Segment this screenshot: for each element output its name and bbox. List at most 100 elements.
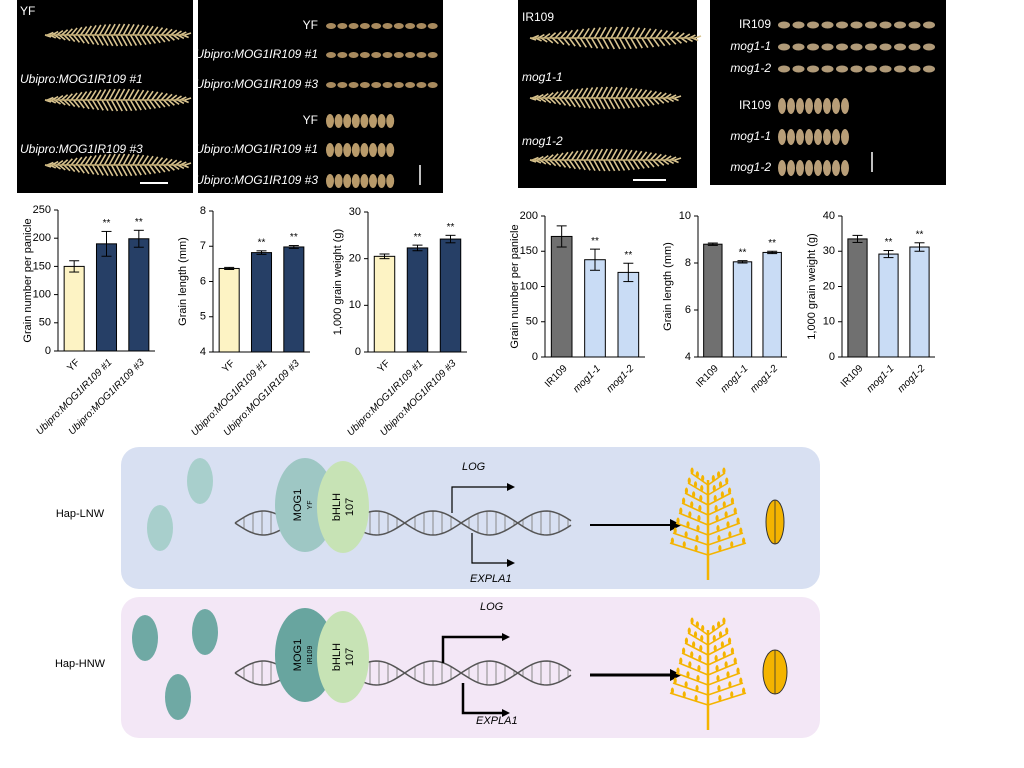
spikelet (580, 87, 589, 99)
grain (908, 43, 921, 51)
spikelet (600, 148, 608, 161)
spikelet (124, 99, 133, 112)
spikelet (699, 645, 703, 652)
photo-label: Ubipro:MOG1IR109 #1 (195, 142, 318, 156)
spikelet (96, 99, 104, 111)
y-tick-label: 10 (349, 299, 361, 311)
grain (778, 21, 790, 29)
grain (326, 82, 336, 88)
y-tick-label: 20 (349, 253, 361, 265)
plant-branch (707, 692, 747, 706)
diagram: Hap-HNW MOG1 IR109 bHLH 107 LOG EXPLA1 (55, 601, 788, 730)
spikelet (151, 156, 159, 166)
plant-branch (690, 622, 709, 636)
y-tick-label: 20 (823, 280, 835, 292)
grain (823, 98, 831, 114)
spikelet (687, 477, 691, 484)
spikelet (551, 153, 559, 161)
significance: ** (916, 229, 924, 240)
grain (778, 65, 790, 73)
grain (787, 129, 795, 145)
spikelet (733, 657, 737, 664)
plant-branch (669, 542, 709, 556)
spikelet (170, 29, 178, 36)
grain (836, 65, 848, 73)
spikelet (98, 154, 107, 166)
plant-branch (707, 632, 729, 646)
y-tick-label: 5 (200, 311, 206, 323)
grain (836, 21, 848, 29)
spikelet (641, 37, 649, 49)
plant-branch (675, 672, 709, 686)
plant-branch (707, 502, 735, 516)
y-tick-label: 8 (685, 257, 691, 269)
spikelet (730, 647, 734, 654)
grain (382, 23, 393, 29)
grain (386, 114, 395, 128)
grain (377, 174, 386, 188)
x-tick-label: mog1-2 (748, 363, 780, 395)
spikelet (148, 99, 157, 109)
plant-branch (707, 492, 732, 506)
spikelet (725, 627, 729, 634)
spikelet (670, 537, 674, 544)
spikelet (578, 97, 586, 109)
spikelet (590, 86, 599, 99)
spikelet (568, 97, 576, 108)
spikelet (72, 34, 81, 43)
spikelet (730, 541, 734, 548)
grain (805, 129, 813, 145)
spikelet (700, 485, 704, 492)
spikelet (143, 34, 152, 45)
spikelet (79, 91, 88, 101)
bar (283, 246, 305, 353)
spikelet (727, 487, 732, 494)
grain (814, 160, 822, 176)
protein (132, 615, 158, 661)
plant-branch (669, 692, 709, 706)
spikelet (79, 156, 88, 166)
spikelet (642, 159, 650, 169)
spikelet (544, 159, 552, 166)
grain (348, 23, 359, 29)
spikelet (98, 24, 107, 36)
grain (351, 143, 360, 157)
spikelet (695, 535, 699, 542)
plant-branch (707, 482, 729, 496)
grain (343, 114, 352, 128)
spikelet (134, 99, 142, 111)
spikelet (627, 97, 635, 109)
spikelet (742, 687, 746, 694)
grain (805, 160, 813, 176)
spikelet (96, 164, 104, 176)
x-tick-label: IR109 (543, 363, 570, 390)
plant-branch (681, 502, 709, 516)
spikelet (101, 99, 109, 112)
spikelet (603, 97, 611, 110)
spikelet (167, 34, 175, 41)
spikelet (573, 97, 581, 108)
grain (371, 52, 382, 58)
spikelet (77, 34, 85, 44)
spikelet (562, 37, 571, 46)
spikelet (693, 481, 698, 488)
spikelet (139, 99, 147, 111)
photo-label: IR109 (739, 17, 771, 31)
spikelet (644, 152, 653, 161)
spikelet (715, 665, 719, 672)
bar (373, 255, 396, 353)
grain (807, 21, 819, 29)
spikelet (676, 517, 680, 524)
spikelet (583, 159, 591, 171)
grain (821, 65, 834, 73)
spikelet (627, 159, 635, 171)
plant-branch (678, 662, 709, 676)
spikelet (146, 155, 154, 166)
grain (351, 114, 360, 128)
spikelet (127, 23, 135, 36)
error-bar (379, 253, 390, 260)
grain (787, 160, 795, 176)
mog1-protein (275, 608, 335, 702)
plant-branch (672, 532, 709, 546)
spikelet (94, 89, 102, 101)
